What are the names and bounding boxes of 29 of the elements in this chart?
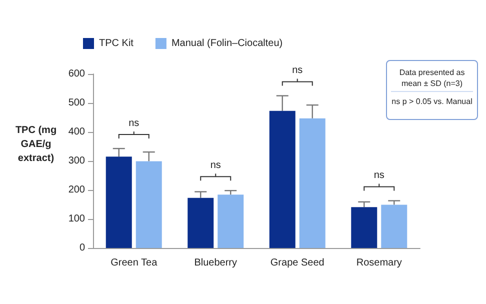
bar <box>351 207 378 248</box>
y-tick-label: 100 <box>68 214 86 224</box>
annotation: Data presented as mean ± SD (n=3) <box>398 67 466 89</box>
y-tick-label: 400 <box>68 126 86 138</box>
x-tick-label: Rosemary <box>356 258 402 268</box>
annotation: ns <box>372 170 386 182</box>
bar <box>299 118 326 248</box>
annotation: ns <box>128 118 140 130</box>
annotation: ns p > 0.05 vs. Manual <box>391 91 473 107</box>
bar <box>269 110 296 248</box>
legend-label: TPC Kit <box>99 38 134 49</box>
bar <box>136 161 162 248</box>
bar <box>106 156 132 248</box>
y-tick-label: 0 <box>79 242 86 254</box>
y-tick-label: 200 <box>68 184 86 196</box>
annotation: ns <box>291 64 304 77</box>
bar <box>381 204 408 248</box>
note-box: Data presented as mean ± SD (n=3) ns p > 0.05 vs. Manual <box>386 60 478 120</box>
legend-label: Manual (Folin–Ciocalteu) <box>171 38 283 49</box>
bar <box>188 198 214 248</box>
x-tick-label: Blueberry <box>194 258 238 268</box>
annotation: ns <box>209 160 222 172</box>
bar <box>218 194 244 248</box>
x-tick-label: Grape Seed <box>270 258 324 268</box>
x-tick-label: Green Tea <box>110 258 158 268</box>
y-axis-title: TPC (mg GAE/g extract) <box>14 124 58 166</box>
y-tick-label: 600 <box>68 68 86 80</box>
y-tick-label: 500 <box>68 98 86 108</box>
y-tick-label: 300 <box>68 156 86 166</box>
